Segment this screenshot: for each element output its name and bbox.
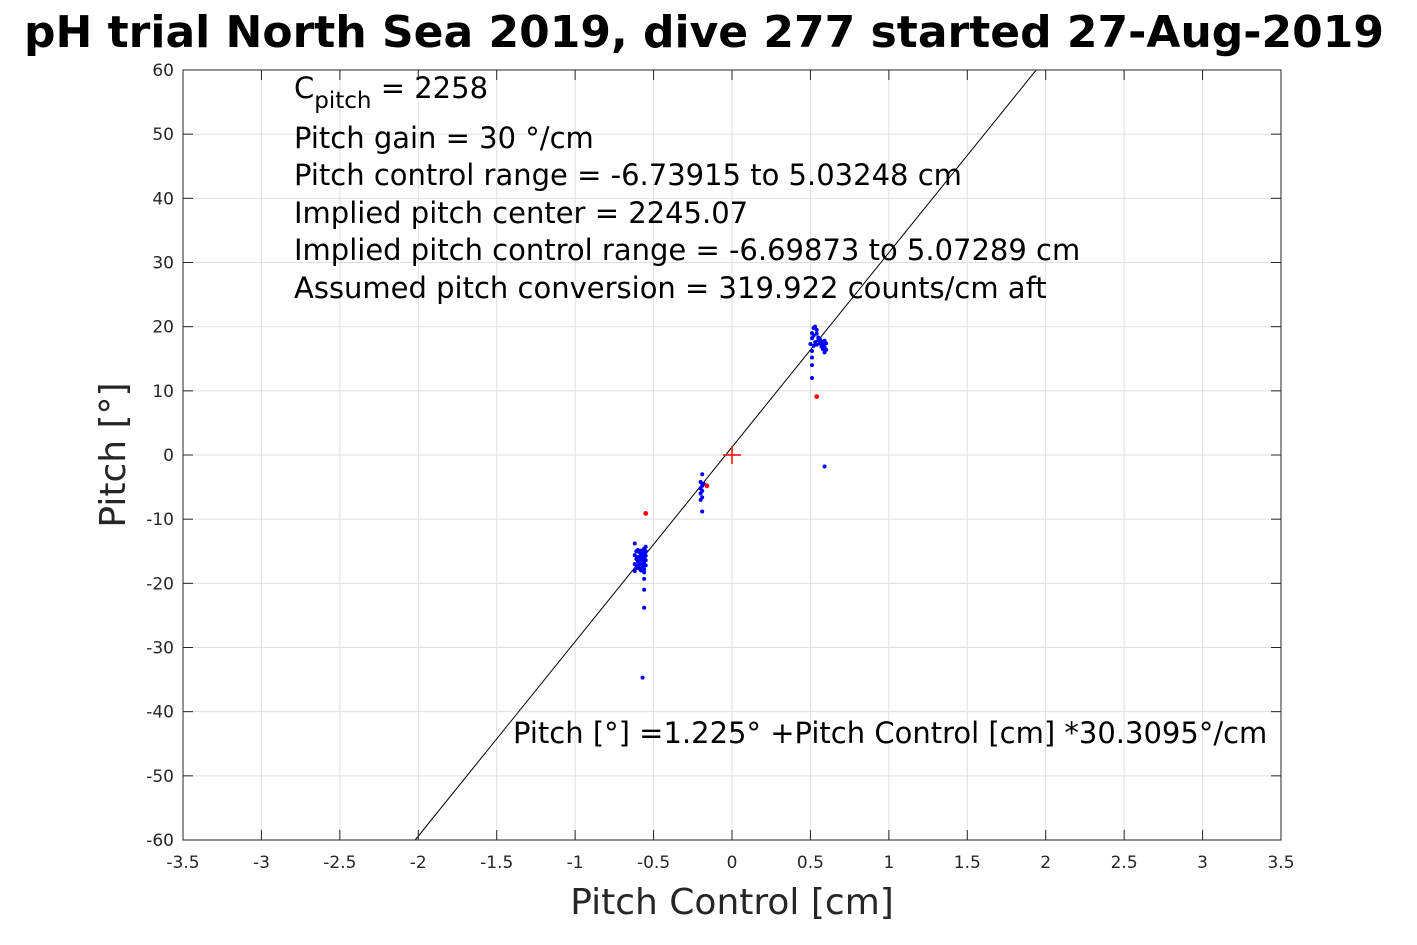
blue-data-point	[809, 355, 814, 360]
x-tick-label: 1.5	[954, 853, 981, 873]
y-tick-label: -50	[146, 767, 174, 787]
chart-title: pH trial North Sea 2019, dive 277 starte…	[24, 7, 1384, 58]
blue-data-point	[632, 562, 637, 567]
blue-data-point	[698, 497, 703, 502]
red-data-point	[704, 483, 710, 489]
blue-data-point	[643, 549, 648, 554]
x-tick-label: -3	[253, 853, 270, 873]
blue-data-point	[643, 553, 648, 558]
pitch-control-range-annotation: Pitch control range = -6.73915 to 5.0324…	[294, 158, 962, 192]
red-data-point	[643, 510, 649, 516]
blue-data-point	[643, 544, 648, 549]
x-tick-label: -1	[567, 853, 584, 873]
blue-data-point	[809, 363, 814, 368]
red-data-point	[814, 394, 820, 400]
x-tick-label: 2.5	[1111, 853, 1138, 873]
blue-data-point	[700, 509, 705, 514]
fit-equation-label: Pitch [°] =1.225° +Pitch Control [cm] *3…	[513, 716, 1267, 750]
implied-pitch-center-annotation: Implied pitch center = 2245.07	[294, 196, 748, 230]
blue-data-point	[642, 570, 647, 575]
blue-data-point	[824, 341, 829, 346]
blue-data-point	[819, 339, 824, 344]
x-tick-label: 3	[1197, 853, 1208, 873]
x-tick-label: 1	[883, 853, 894, 873]
x-axis-label: Pitch Control [cm]	[570, 882, 894, 923]
blue-data-point	[809, 376, 814, 380]
x-tick-label: -2.5	[323, 853, 356, 873]
blue-data-point	[809, 349, 814, 354]
blue-data-point	[811, 333, 816, 338]
blue-data-point	[632, 553, 637, 558]
blue-data-point	[642, 605, 647, 610]
annotation-block: Cpitch = 2258 Pitch gain = 30 °/cm Pitch…	[294, 71, 1080, 305]
blue-data-point	[632, 569, 637, 574]
x-tick-label: -1.5	[480, 853, 513, 873]
x-tick-label: -3.5	[166, 853, 199, 873]
y-tick-label: 20	[152, 318, 174, 338]
blue-data-point	[642, 567, 647, 572]
y-tick-label: 10	[152, 382, 174, 402]
blue-data-point	[814, 331, 819, 336]
x-tick-label: 0.5	[797, 853, 824, 873]
blue-data-point	[813, 324, 818, 329]
pitch-gain-annotation: Pitch gain = 30 °/cm	[294, 121, 594, 155]
blue-data-point	[700, 472, 705, 477]
blue-data-point	[822, 464, 827, 469]
y-tick-label: -60	[146, 831, 174, 851]
blue-data-point	[814, 342, 819, 347]
blue-data-point	[639, 568, 644, 573]
y-tick-label: -20	[146, 574, 174, 594]
tick-labels-layer: -3.5 -3 -2.5 -2 -1.5 -1 -0.5 0 0.5 1 1.5 2 2.5 3 3.5 -6…	[146, 61, 1294, 873]
implied-pitch-control-range-annotation: Implied pitch control range = -6.69873 t…	[294, 233, 1080, 267]
c-pitch-subscript: pitch	[314, 88, 371, 114]
y-tick-label: -30	[146, 639, 174, 659]
blue-data-point	[824, 347, 829, 352]
y-tick-label: 50	[152, 125, 174, 145]
marker-layer	[723, 446, 741, 464]
blue-data-point	[643, 563, 648, 568]
blue-data-point	[698, 479, 703, 484]
y-tick-label: -40	[146, 703, 174, 723]
y-tick-label: -10	[146, 510, 174, 530]
blue-data-point	[640, 675, 645, 680]
y-tick-label: 60	[152, 61, 174, 81]
c-pitch-annotation: Cpitch = 2258	[294, 71, 488, 114]
blue-data-point	[811, 343, 816, 348]
y-tick-label: 30	[152, 254, 174, 274]
x-tick-label: -2	[410, 853, 427, 873]
y-tick-label: 40	[152, 189, 174, 209]
blue-data-point	[642, 576, 647, 581]
blue-data-point	[642, 587, 647, 592]
y-axis-label: Pitch [°]	[93, 382, 134, 527]
axis-ticks-layer	[182, 69, 1282, 841]
blue-data-point	[698, 491, 703, 496]
x-tick-label: -0.5	[637, 853, 670, 873]
assumed-pitch-conversion-annotation: Assumed pitch conversion = 319.922 count…	[294, 271, 1047, 305]
blue-data-point	[632, 541, 637, 546]
blue-data-point	[814, 327, 819, 332]
x-tick-label: 0	[727, 853, 738, 873]
c-pitch-value: = 2258	[371, 71, 488, 105]
c-pitch-main: C	[294, 71, 314, 105]
blue-data-point	[643, 558, 648, 563]
x-tick-label: 3.5	[1267, 853, 1294, 873]
points-layer	[632, 324, 829, 680]
y-tick-label: 0	[163, 446, 174, 466]
x-tick-label: 2	[1040, 853, 1051, 873]
blue-data-point	[808, 341, 813, 346]
